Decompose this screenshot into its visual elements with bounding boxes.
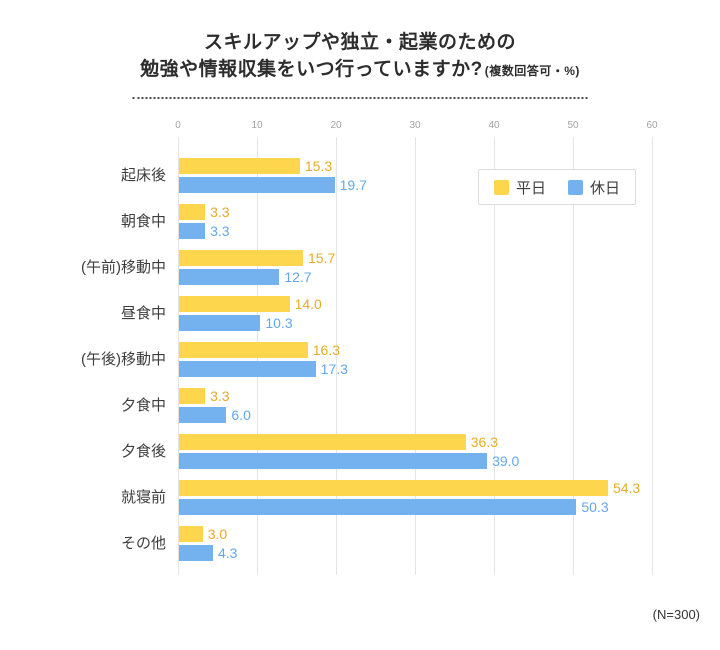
value-label-holiday: 4.3 xyxy=(217,545,238,561)
bar-holiday xyxy=(179,177,335,193)
x-axis-tick-label: 10 xyxy=(251,120,263,131)
bar-weekday xyxy=(179,388,206,404)
bar-holiday xyxy=(179,545,213,561)
legend-swatch-holiday xyxy=(568,179,583,195)
value-label-weekday: 15.3 xyxy=(304,158,333,174)
value-label-holiday: 10.3 xyxy=(265,315,293,331)
x-axis-tick-label: 30 xyxy=(409,120,421,131)
legend-label-weekday: 平日 xyxy=(515,179,546,197)
category-label: 朝食中 xyxy=(120,213,166,230)
value-label-weekday: 16.3 xyxy=(312,342,341,358)
bar-holiday xyxy=(179,453,488,469)
gridline xyxy=(573,137,574,575)
bar-weekday xyxy=(179,342,308,358)
value-label-weekday: 3.3 xyxy=(210,204,230,220)
x-axis-tick-label: 40 xyxy=(488,120,500,131)
value-label-weekday: 14.0 xyxy=(294,296,322,312)
legend-label-holiday: 休日 xyxy=(590,179,621,197)
category-label: 起床後 xyxy=(120,167,166,184)
chart-title: スキルアップや独立・起業のための 勉強や情報収集をいつ行っていますか? (複数回答… xyxy=(132,29,588,99)
legend-swatch-weekday xyxy=(493,179,509,195)
value-label-holiday: 19.7 xyxy=(339,177,367,193)
category-label: その他 xyxy=(120,535,166,552)
value-label-weekday: 3.3 xyxy=(210,388,230,404)
category-label: 夕食中 xyxy=(120,397,166,414)
sample-size-note: (N=300) xyxy=(652,607,700,622)
bar-weekday xyxy=(179,158,300,174)
value-label-weekday: 36.3 xyxy=(470,434,499,450)
bar-holiday xyxy=(179,499,577,515)
category-label: (午後)移動中 xyxy=(81,351,166,368)
value-label-weekday: 3.0 xyxy=(207,526,228,542)
category-label: 昼食中 xyxy=(120,305,166,322)
bar-weekday xyxy=(179,204,206,220)
category-label: 就寝前 xyxy=(120,489,166,506)
value-label-holiday: 50.3 xyxy=(581,499,609,515)
bar-weekday xyxy=(179,434,466,450)
x-axis-tick-label: 60 xyxy=(646,120,658,131)
legend-item-weekday: 平日 xyxy=(493,177,546,198)
bar-holiday xyxy=(179,269,280,285)
bar-holiday xyxy=(179,223,206,239)
value-label-holiday: 12.7 xyxy=(284,269,312,285)
bar-weekday xyxy=(179,526,203,542)
gridline xyxy=(415,137,416,575)
legend-item-holiday: 休日 xyxy=(568,177,620,198)
value-label-holiday: 6.0 xyxy=(231,407,251,423)
chart-title-line-1: スキルアップや独立・起業のための xyxy=(203,32,516,53)
value-label-holiday: 3.3 xyxy=(210,223,230,239)
bar-holiday xyxy=(179,407,227,423)
gridline xyxy=(652,137,653,575)
category-label: 夕食後 xyxy=(120,443,166,460)
x-axis-tick-label: 50 xyxy=(567,120,579,131)
gridline xyxy=(336,137,337,575)
bar-holiday xyxy=(179,315,261,331)
chart-title-question: 勉強や情報収集をいつ行っていますか? xyxy=(140,59,483,80)
gridline xyxy=(494,137,495,575)
bar-weekday xyxy=(179,250,304,266)
legend: 平日 休日 xyxy=(478,169,636,205)
chart-title-note: (複数回答可・%) xyxy=(484,64,580,78)
bar-weekday xyxy=(179,296,290,312)
x-axis-tick-label: 0 xyxy=(175,120,181,131)
value-label-weekday: 15.7 xyxy=(308,250,336,266)
x-axis-tick-label: 20 xyxy=(330,120,342,131)
chart-title-line-2: 勉強や情報収集をいつ行っていますか? (複数回答可・%) xyxy=(133,56,588,85)
category-label: (午前)移動中 xyxy=(81,259,166,276)
bar-holiday xyxy=(179,361,316,377)
gridline xyxy=(178,137,179,575)
value-label-holiday: 17.3 xyxy=(320,361,348,377)
value-label-weekday: 54.3 xyxy=(612,480,641,496)
value-label-holiday: 39.0 xyxy=(492,453,520,469)
bar-weekday xyxy=(179,480,608,496)
